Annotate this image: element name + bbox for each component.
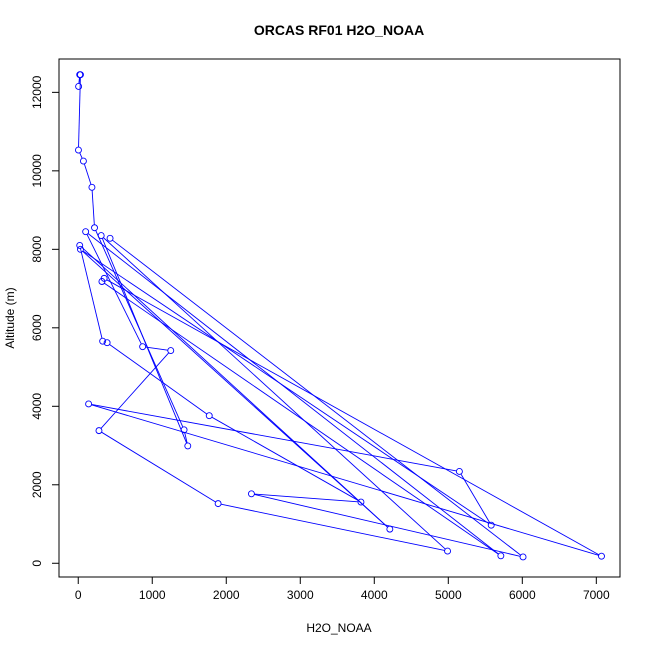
series-segment: [106, 279, 600, 556]
series-lines: [78, 77, 600, 557]
series-segment: [460, 473, 491, 523]
series-segment: [78, 77, 81, 148]
series-segment: [101, 431, 216, 503]
data-point: [455, 467, 463, 475]
y-tick-label: 0: [30, 560, 44, 567]
series-segment: [211, 416, 359, 501]
series-segment: [220, 503, 445, 551]
y-axis-label: Altitude (m): [3, 287, 17, 348]
series-segment: [91, 190, 95, 225]
series-segment: [184, 432, 188, 444]
data-point: [497, 552, 505, 560]
series-segment: [82, 250, 489, 524]
y-tick-label: 8000: [30, 236, 44, 263]
chart-title: ORCAS RF01 H2O_NOAA: [254, 22, 424, 38]
data-point: [79, 157, 87, 165]
x-tick-label: 7000: [583, 588, 610, 602]
x-tick-label: 3000: [287, 588, 314, 602]
series-segment: [101, 238, 188, 444]
data-point: [444, 547, 452, 555]
x-tick-label: 2000: [213, 588, 240, 602]
series-segment: [79, 152, 83, 159]
series-segment: [87, 233, 499, 555]
series-segment: [103, 237, 446, 550]
series-segment: [91, 404, 599, 556]
series-points: [75, 71, 605, 561]
data-point: [88, 183, 96, 191]
series-segment: [145, 346, 168, 351]
data-point: [82, 228, 90, 236]
y-tick-label: 2000: [30, 471, 44, 498]
y-tick-label: 12000: [30, 75, 44, 109]
data-point: [75, 83, 83, 90]
x-axis: 0 1000 2000 3000 4000 5000 6000 7000: [75, 576, 610, 602]
data-point: [247, 490, 255, 498]
y-axis: 0 2000 4000 6000 8000 10000 12000: [30, 75, 60, 567]
data-point: [95, 427, 103, 435]
data-point: [106, 234, 114, 242]
series-segment: [81, 247, 388, 528]
x-axis-label: H2O_NOAA: [306, 621, 371, 635]
series-segment: [91, 404, 457, 472]
data-point: [184, 442, 192, 450]
data-point: [75, 146, 82, 154]
data-point: [103, 339, 111, 347]
plot-frame: [58, 58, 621, 578]
y-tick-label: 4000: [30, 393, 44, 420]
series-segment: [254, 493, 359, 503]
series-segment: [112, 239, 521, 556]
x-tick-label: 1000: [139, 588, 166, 602]
series-segment: [254, 494, 521, 557]
data-point: [85, 400, 93, 408]
data-point: [205, 412, 213, 420]
data-point: [167, 347, 175, 355]
data-point: [139, 343, 147, 351]
data-point: [91, 224, 98, 232]
y-tick-label: 6000: [30, 314, 44, 341]
x-tick-label: 4000: [361, 588, 388, 602]
x-tick-label: 6000: [509, 588, 536, 602]
series-segment: [78, 77, 81, 84]
data-point: [357, 498, 365, 506]
data-point: [487, 521, 495, 529]
series-segment: [79, 248, 103, 339]
series-segment: [109, 344, 208, 415]
x-tick-label: 5000: [435, 588, 462, 602]
y-tick-label: 10000: [30, 154, 44, 188]
data-point: [97, 232, 105, 240]
series-segment: [100, 352, 170, 429]
x-tick-label: 0: [75, 588, 82, 602]
data-point: [99, 337, 107, 345]
series-segment: [83, 163, 92, 185]
data-point: [77, 245, 84, 253]
data-point: [180, 426, 188, 434]
data-point: [519, 553, 527, 561]
data-point: [386, 525, 394, 533]
data-point: [77, 71, 84, 79]
data-point: [76, 241, 84, 249]
data-point: [214, 500, 222, 508]
data-point: [100, 274, 108, 282]
series-segment: [86, 234, 142, 345]
data-point: [598, 552, 605, 560]
